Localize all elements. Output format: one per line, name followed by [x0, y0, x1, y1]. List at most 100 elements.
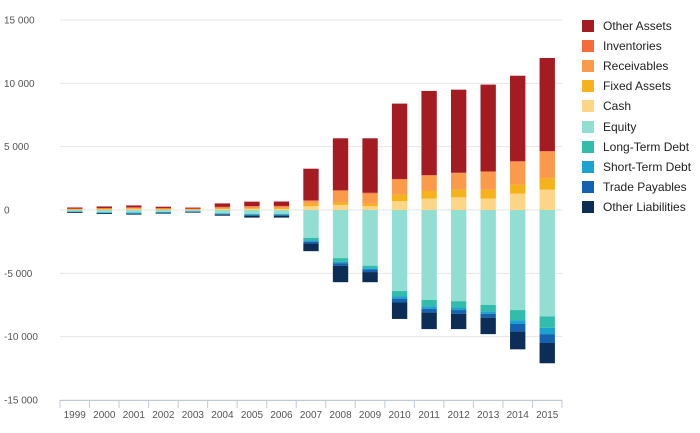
- bar-segment: [96, 210, 112, 213]
- bar-segment: [155, 210, 172, 212]
- bar-segment: [155, 208, 172, 210]
- bar-segment: [273, 210, 290, 214]
- x-tick-label: 2008: [329, 410, 352, 421]
- bar-segment: [391, 298, 408, 303]
- x-tick-label: 2010: [388, 410, 411, 421]
- bar-segment: [67, 210, 83, 212]
- bar-segment: [539, 58, 555, 152]
- bar-segment: [67, 209, 83, 211]
- legend-swatch: [582, 160, 594, 173]
- bar-segment: [126, 209, 142, 210]
- bar-segment: [332, 138, 349, 191]
- bar-segment: [539, 151, 555, 179]
- bar-segment: [421, 191, 437, 199]
- bar-segment: [126, 214, 142, 215]
- bar-segment: [244, 201, 260, 207]
- x-tick-label: 2002: [152, 410, 175, 421]
- x-tick-label: 2004: [211, 410, 234, 421]
- bar-segment: [450, 89, 467, 173]
- legend-label: Long-Term Debt: [603, 139, 690, 154]
- legend-item[interactable]: Equity: [582, 116, 691, 136]
- bar-segment: [450, 310, 467, 314]
- chart-legend: Other Assets Inventories Receivables Fixed …: [582, 16, 691, 217]
- bar-segment: [510, 324, 526, 332]
- bar-segment: [480, 311, 496, 314]
- bar-segment: [96, 212, 112, 214]
- legend-item[interactable]: Short-Term Debt: [582, 157, 691, 177]
- legend-swatch: [582, 180, 594, 193]
- y-tick-label: 10 000: [4, 79, 35, 90]
- bar-segment: [185, 208, 201, 210]
- bar-segment: [67, 207, 83, 209]
- bar-segment: [510, 310, 526, 321]
- bar-segment: [303, 168, 319, 201]
- bar-segment: [126, 207, 142, 209]
- x-tick-label: 2003: [182, 410, 205, 421]
- bar-segment: [303, 203, 319, 207]
- legend-item[interactable]: Trade Payables: [582, 177, 691, 197]
- bar-segment: [273, 201, 290, 206]
- legend-item[interactable]: Inventories: [582, 36, 691, 56]
- bar-segment: [155, 207, 172, 209]
- bar-segment: [480, 317, 496, 335]
- bar-segment: [421, 210, 437, 300]
- bar-segment: [421, 306, 437, 309]
- bar-segment: [244, 214, 260, 216]
- bar-segment: [67, 208, 83, 210]
- legend-item[interactable]: Cash: [582, 96, 691, 116]
- bar-segment: [126, 208, 142, 210]
- legend-item[interactable]: Other Assets: [582, 16, 691, 36]
- bar-segment: [214, 213, 231, 214]
- bar-segment: [214, 203, 231, 207]
- bar-segment: [332, 258, 349, 262]
- bar-segment: [362, 203, 378, 207]
- bar-segment: [362, 206, 378, 210]
- bar-segment: [391, 178, 408, 180]
- bar-segment: [303, 206, 319, 210]
- bar-segment: [303, 210, 319, 238]
- bar-segment: [539, 343, 555, 364]
- bar-segment: [391, 194, 408, 202]
- bar-segment: [539, 151, 555, 152]
- legend-swatch: [582, 20, 594, 33]
- legend-label: Inventories: [603, 39, 662, 54]
- legend-item[interactable]: Other Liabilities: [582, 197, 691, 217]
- bar-segment: [421, 198, 437, 210]
- bar-segment: [303, 241, 319, 244]
- bar-segment: [96, 206, 112, 208]
- legend-label: Fixed Assets: [603, 79, 672, 94]
- bar-segment: [273, 214, 290, 216]
- x-tick-label: 2015: [536, 410, 559, 421]
- legend-item[interactable]: Fixed Assets: [582, 76, 691, 96]
- bar-segment: [450, 301, 467, 308]
- x-axis: [59, 400, 563, 408]
- legend-label: Short-Term Debt: [603, 159, 692, 174]
- bar-segment: [539, 334, 555, 343]
- legend-label: Trade Payables: [603, 179, 687, 194]
- bar-segment: [362, 272, 378, 283]
- bar-segment: [155, 208, 172, 209]
- bar-segment: [391, 291, 408, 297]
- bar-segment: [480, 172, 496, 190]
- legend-item[interactable]: Receivables: [582, 56, 691, 76]
- x-tick-label: 2013: [477, 410, 500, 421]
- bar-segment: [244, 206, 260, 207]
- bar-segment: [244, 215, 260, 218]
- bar-segment: [421, 175, 437, 176]
- bar-segment: [126, 213, 142, 214]
- legend-item[interactable]: Long-Term Debt: [582, 137, 691, 157]
- bar-segment: [303, 240, 319, 242]
- bar-segment: [126, 205, 142, 208]
- bar-segment: [155, 212, 172, 214]
- x-tick-label: 2011: [418, 410, 440, 421]
- bar-segment: [96, 212, 112, 213]
- bar-segment: [214, 208, 231, 210]
- y-tick-label: -10 000: [4, 332, 38, 343]
- bar-segment: [185, 207, 201, 209]
- bar-segment: [421, 175, 437, 191]
- bar-segment: [510, 75, 526, 162]
- y-tick-label: -5 000: [4, 269, 33, 280]
- x-tick-label: 2012: [448, 410, 471, 421]
- bar-segment: [273, 213, 290, 215]
- bar-segment: [510, 320, 526, 324]
